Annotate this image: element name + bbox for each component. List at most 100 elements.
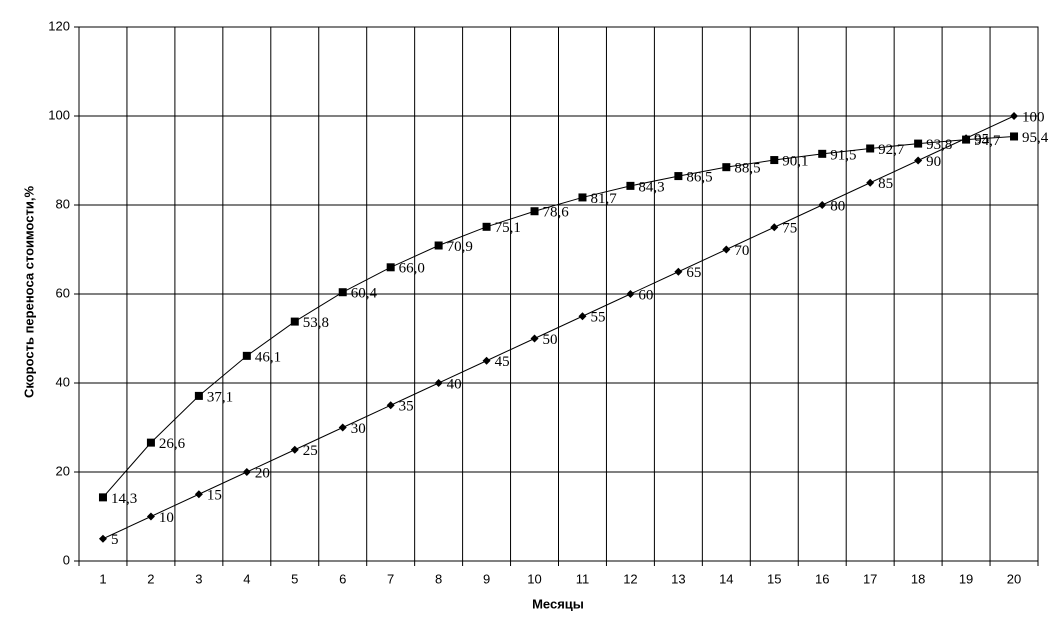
marker (194, 490, 203, 499)
data-label: 75 (782, 221, 797, 237)
data-label: 75,1 (495, 220, 521, 236)
marker (866, 144, 875, 153)
marker (914, 156, 923, 165)
marker (722, 245, 731, 254)
marker (146, 438, 155, 447)
data-label: 80 (830, 198, 845, 214)
x-tick-label: 14 (719, 571, 733, 586)
x-tick-label: 20 (1007, 571, 1021, 586)
y-tick-label: 40 (56, 374, 70, 389)
x-tick-label: 6 (339, 571, 346, 586)
marker (1010, 112, 1019, 120)
data-label: 92,7 (878, 142, 905, 158)
data-label: 40 (447, 376, 462, 392)
data-label: 86,5 (686, 170, 712, 186)
marker (770, 223, 779, 232)
marker (722, 163, 731, 172)
marker (338, 288, 347, 297)
marker (290, 445, 299, 454)
marker (578, 312, 587, 321)
marker (770, 156, 779, 165)
marker (1010, 132, 1019, 141)
data-label: 88,5 (734, 161, 760, 177)
marker (674, 267, 683, 276)
x-tick-label: 2 (147, 571, 154, 586)
data-label: 37,1 (207, 389, 233, 405)
y-tick-label: 0 (63, 552, 70, 567)
marker (530, 207, 539, 216)
data-label: 84,3 (638, 179, 664, 195)
data-label: 55 (590, 310, 605, 326)
data-label: 25 (303, 443, 318, 459)
data-label: 95,4 (1022, 130, 1049, 146)
marker (818, 149, 827, 158)
marker (434, 241, 443, 250)
marker (818, 201, 827, 209)
y-axis-title: Скорость переноса стоимости,% (21, 186, 36, 398)
marker (962, 134, 971, 143)
marker (242, 468, 251, 476)
y-tick-label: 80 (56, 196, 70, 211)
x-tick-label: 5 (291, 571, 298, 586)
x-tick-label: 11 (576, 571, 590, 586)
x-tick-label: 16 (815, 571, 829, 586)
marker (194, 391, 203, 400)
x-tick-label: 4 (243, 571, 250, 586)
data-label: 65 (686, 265, 701, 281)
data-label: 95 (974, 132, 989, 148)
marker (290, 317, 299, 326)
x-axis-title: Месяцы (532, 596, 584, 611)
data-label: 60 (638, 287, 653, 303)
x-tick-label: 8 (435, 571, 442, 586)
data-label: 60,4 (351, 286, 378, 302)
marker (146, 512, 155, 521)
marker (242, 351, 251, 360)
x-tick-label: 15 (767, 571, 781, 586)
data-label: 90 (926, 154, 941, 170)
data-label: 26,6 (159, 436, 186, 452)
data-label: 66,0 (399, 261, 425, 277)
x-tick-label: 3 (195, 571, 202, 586)
data-label: 78,6 (543, 205, 570, 221)
y-tick-label: 60 (56, 285, 70, 300)
x-tick-label: 18 (911, 571, 925, 586)
x-tick-label: 17 (863, 571, 877, 586)
marker (914, 139, 923, 148)
data-label: 91,5 (830, 147, 856, 163)
data-label: 10 (159, 510, 174, 526)
marker (674, 172, 683, 181)
marker (482, 222, 491, 231)
x-tick-label: 13 (671, 571, 685, 586)
series-line (102, 135, 1015, 498)
marker (626, 181, 635, 190)
marker (482, 356, 491, 365)
data-label: 100 (1022, 109, 1045, 125)
data-label: 50 (543, 332, 558, 348)
x-tick-label: 12 (623, 571, 637, 586)
x-tick-label: 19 (959, 571, 973, 586)
marker (866, 178, 875, 187)
marker (338, 423, 347, 432)
data-label: 35 (399, 399, 414, 415)
x-tick-label: 9 (483, 571, 490, 586)
marker (626, 290, 635, 298)
data-label: 53,8 (303, 315, 329, 331)
series-line (102, 115, 1015, 540)
data-label: 85 (878, 176, 893, 192)
marker (578, 193, 587, 202)
marker (530, 334, 539, 343)
data-label: 5 (111, 532, 119, 548)
marker (386, 401, 395, 410)
data-label: 45 (495, 354, 510, 370)
data-label: 20 (255, 465, 270, 481)
data-label: 14,3 (111, 491, 137, 507)
data-label: 93,8 (926, 137, 952, 153)
data-label: 94,7 (974, 133, 1001, 149)
data-label: 90,1 (782, 153, 808, 169)
data-label: 30 (351, 421, 366, 437)
marker (98, 493, 107, 502)
x-tick-label: 1 (99, 571, 106, 586)
y-tick-label: 100 (48, 107, 70, 122)
marker (434, 379, 443, 387)
x-tick-label: 7 (387, 571, 394, 586)
